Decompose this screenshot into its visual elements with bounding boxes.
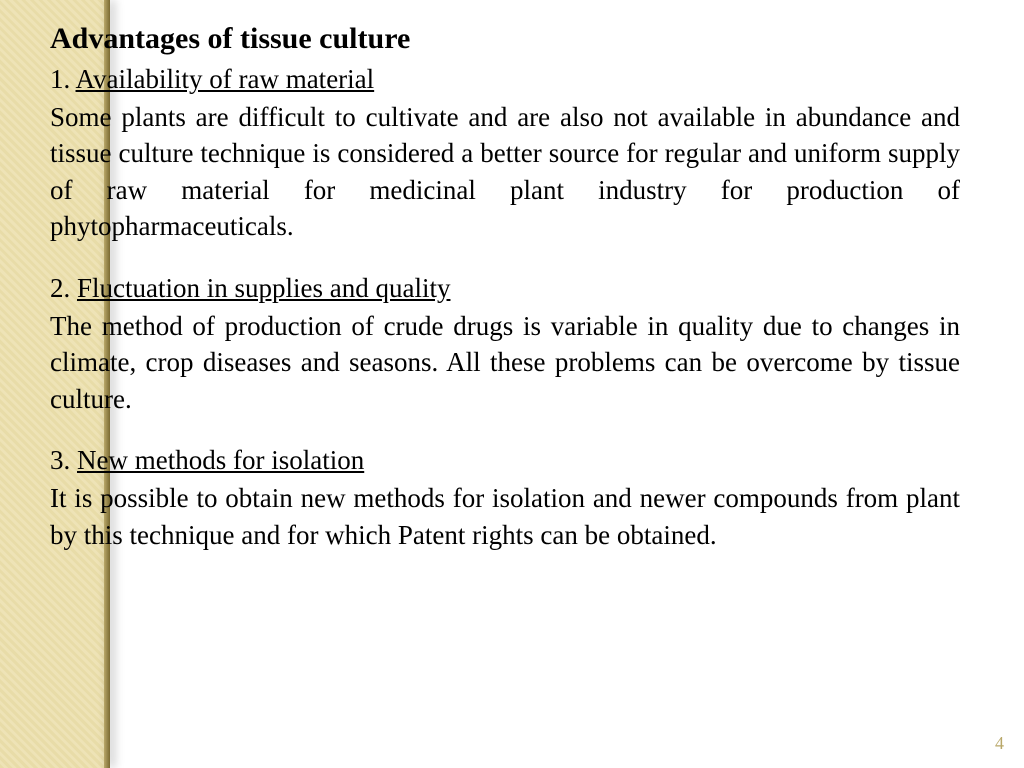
item-3-number: 3. xyxy=(50,445,70,475)
item-1-heading-text: Availability of raw material xyxy=(76,64,375,94)
slide-title: Advantages of tissue culture xyxy=(50,22,960,56)
item-1-body: Some plants are difficult to cultivate a… xyxy=(50,99,960,245)
item-1-number: 1. xyxy=(50,64,70,94)
item-1-heading: 1. Availability of raw material xyxy=(50,64,960,95)
item-2-body: The method of production of crude drugs … xyxy=(50,308,960,417)
item-3-body: It is possible to obtain new methods for… xyxy=(50,480,960,553)
item-2-number: 2. xyxy=(50,273,70,303)
item-2-heading-text: Fluctuation in supplies and quality xyxy=(77,273,450,303)
slide-content: Advantages of tissue culture 1. Availabi… xyxy=(50,22,960,553)
item-3-heading: 3. New methods for isolation xyxy=(50,445,960,476)
item-2-heading: 2. Fluctuation in supplies and quality xyxy=(50,273,960,304)
item-3-heading-text: New methods for isolation xyxy=(77,445,364,475)
page-number: 4 xyxy=(995,733,1004,754)
